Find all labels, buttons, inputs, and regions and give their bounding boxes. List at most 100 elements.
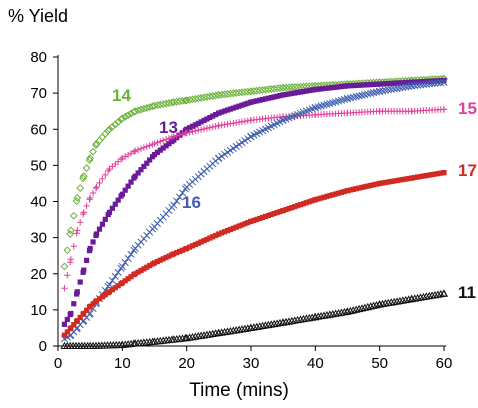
data-point bbox=[128, 179, 134, 185]
data-point bbox=[397, 177, 403, 183]
data-point bbox=[315, 86, 321, 92]
data-point bbox=[216, 231, 222, 237]
y-tick-label: 70 bbox=[30, 85, 47, 102]
data-point bbox=[124, 111, 133, 120]
data-point bbox=[259, 214, 266, 221]
data-point bbox=[330, 192, 336, 198]
data-point bbox=[115, 197, 121, 203]
data-point bbox=[111, 120, 120, 129]
data-point bbox=[365, 82, 371, 88]
series-label-16: 16 bbox=[182, 193, 201, 212]
data-point bbox=[254, 216, 260, 223]
data-point bbox=[173, 197, 181, 205]
data-point bbox=[309, 87, 315, 93]
data-point bbox=[257, 97, 263, 103]
data-point bbox=[376, 87, 384, 95]
data-point bbox=[163, 143, 169, 149]
data-point bbox=[370, 182, 377, 188]
data-point bbox=[195, 127, 202, 134]
data-point bbox=[184, 245, 190, 252]
data-point bbox=[61, 332, 68, 338]
data-point bbox=[67, 258, 74, 266]
data-point bbox=[160, 256, 166, 262]
data-point bbox=[144, 160, 150, 166]
data-point bbox=[434, 79, 442, 87]
data-point bbox=[122, 153, 129, 160]
data-point bbox=[79, 172, 88, 181]
data-point bbox=[206, 124, 214, 131]
data-point bbox=[90, 301, 96, 307]
data-point bbox=[134, 146, 142, 154]
data-point bbox=[186, 129, 193, 136]
data-point bbox=[86, 194, 94, 202]
data-point bbox=[217, 90, 226, 99]
data-point bbox=[77, 314, 83, 321]
data-point bbox=[176, 131, 183, 139]
data-point bbox=[251, 98, 257, 105]
data-point bbox=[377, 81, 383, 87]
data-point bbox=[195, 120, 201, 126]
data-point bbox=[212, 123, 219, 130]
data-point bbox=[277, 209, 283, 215]
x-tick-label: 40 bbox=[307, 355, 324, 372]
data-point bbox=[347, 187, 353, 193]
data-point bbox=[341, 188, 347, 195]
data-point bbox=[277, 93, 283, 99]
data-point bbox=[227, 226, 234, 233]
data-point bbox=[287, 83, 296, 92]
data-point bbox=[238, 88, 246, 97]
data-point bbox=[297, 89, 304, 95]
data-point bbox=[224, 227, 231, 234]
data-point bbox=[257, 215, 263, 222]
data-point bbox=[173, 132, 180, 139]
data-point bbox=[138, 267, 144, 274]
data-point bbox=[402, 83, 410, 91]
data-point bbox=[355, 304, 364, 313]
data-point bbox=[66, 230, 75, 238]
x-tick-label: 60 bbox=[436, 355, 453, 372]
data-point bbox=[112, 201, 118, 207]
data-point bbox=[229, 89, 238, 98]
data-point bbox=[255, 86, 264, 95]
x-axis-title: Time (mins) bbox=[189, 380, 289, 401]
data-point bbox=[128, 274, 134, 280]
data-point bbox=[391, 178, 397, 184]
data-point bbox=[220, 90, 229, 99]
data-point bbox=[363, 302, 372, 311]
data-point bbox=[144, 264, 150, 270]
data-point bbox=[108, 276, 116, 285]
data-point bbox=[118, 262, 126, 271]
data-point bbox=[303, 88, 309, 94]
data-point bbox=[160, 145, 166, 151]
data-point bbox=[393, 84, 401, 92]
data-point bbox=[338, 189, 344, 195]
data-point bbox=[169, 98, 178, 107]
data-point bbox=[71, 301, 77, 307]
data-point bbox=[170, 201, 178, 209]
data-point bbox=[353, 186, 359, 192]
data-point bbox=[64, 316, 70, 323]
data-point bbox=[385, 179, 391, 185]
data-point bbox=[118, 114, 127, 123]
data-point bbox=[210, 113, 216, 119]
data-point bbox=[82, 164, 91, 172]
series-label-15: 15 bbox=[458, 99, 477, 118]
data-point bbox=[335, 84, 342, 90]
data-point bbox=[438, 170, 444, 176]
data-point bbox=[232, 89, 241, 97]
data-point bbox=[204, 236, 210, 242]
data-point bbox=[102, 292, 108, 298]
data-point bbox=[176, 248, 183, 255]
data-point bbox=[81, 310, 87, 317]
data-point bbox=[423, 172, 429, 179]
data-point bbox=[99, 221, 105, 227]
data-point bbox=[219, 109, 225, 115]
data-point bbox=[74, 289, 80, 295]
data-point bbox=[349, 306, 358, 314]
data-point bbox=[181, 96, 190, 105]
series-labels: 14 13 15 16 17 11 bbox=[112, 86, 477, 302]
data-point bbox=[189, 243, 196, 249]
data-point bbox=[207, 114, 213, 121]
data-point bbox=[61, 321, 68, 327]
